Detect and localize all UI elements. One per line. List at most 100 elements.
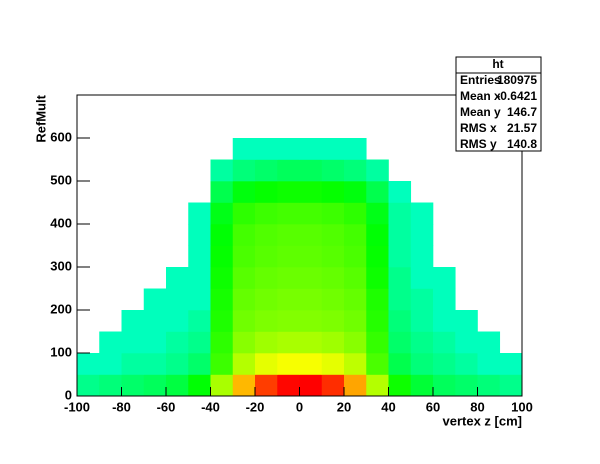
heatmap-cell [455, 374, 478, 397]
heatmap-cell [255, 138, 278, 160]
heatmap-cell [388, 224, 412, 246]
heatmap-cell [455, 331, 478, 354]
heatmap-cell [477, 331, 501, 354]
y-tick-label: 0 [65, 387, 72, 402]
heatmap-cell [277, 310, 300, 332]
x-tick-label: -20 [246, 399, 265, 414]
heatmap-cell [299, 181, 323, 203]
heatmap-cell [388, 181, 412, 203]
x-axis-title: vertex z [cm] [443, 413, 522, 428]
heatmap-cell [388, 310, 412, 332]
heatmap-cell [366, 267, 389, 289]
heatmap-cell [321, 202, 345, 225]
heatmap-cell [477, 353, 501, 375]
heatmap-cell [366, 159, 389, 182]
heatmap-cell [232, 331, 256, 354]
heatmap-cell [344, 202, 367, 225]
heatmap-cell [188, 374, 211, 397]
heatmap-cell [277, 138, 300, 160]
heatmap-cells [77, 138, 523, 397]
heatmap-cell [277, 374, 300, 397]
x-tick-label: 80 [470, 399, 484, 414]
heatmap-cell [344, 310, 367, 332]
heatmap-cell [321, 353, 345, 375]
heatmap-cell [388, 374, 412, 397]
stats-value: 146.7 [507, 105, 537, 119]
heatmap-cell [210, 181, 234, 203]
heatmap-cell [143, 288, 167, 311]
heatmap-cell [232, 310, 256, 332]
y-tick-label: 200 [50, 301, 72, 316]
stats-value: 140.8 [507, 137, 537, 151]
heatmap-cell [143, 374, 167, 397]
x-tick-label: -100 [64, 399, 90, 414]
heatmap-cell [210, 331, 234, 354]
heatmap-cell [277, 331, 300, 354]
heatmap-cell [366, 202, 389, 225]
heatmap-cell [321, 138, 345, 160]
heatmap-cell [499, 353, 523, 375]
heatmap-cell [455, 353, 478, 375]
heatmap-cell [277, 202, 300, 225]
x-tick-label: 0 [296, 399, 303, 414]
y-tick-label: 300 [50, 258, 72, 273]
stats-value: -0.6421 [496, 89, 537, 103]
heatmap-cell [321, 245, 345, 268]
heatmap-cell [299, 245, 323, 268]
x-tick-label: -60 [157, 399, 176, 414]
heatmap-cell [255, 159, 278, 182]
heatmap-cell [410, 331, 434, 354]
stats-box: ht [455, 56, 542, 152]
x-tick-label: 60 [426, 399, 440, 414]
heatmap-cell [166, 267, 189, 289]
heatmap-cell [210, 288, 234, 311]
heatmap-cell [255, 331, 278, 354]
heatmap-cell [477, 374, 501, 397]
heatmap-cell [277, 181, 300, 203]
heatmap-cell [299, 331, 323, 354]
heatmap-cell [188, 202, 211, 225]
heatmap-cell [210, 267, 234, 289]
heatmap-cell [366, 288, 389, 311]
heatmap-cell [99, 331, 122, 354]
heatmap-cell [299, 138, 323, 160]
heatmap-cell [232, 267, 256, 289]
heatmap-cell [210, 224, 234, 246]
heatmap-cell [388, 267, 412, 289]
heatmap-cell [499, 374, 523, 397]
heatmap-cell [455, 310, 478, 332]
heatmap-cell [410, 310, 434, 332]
heatmap-cell [410, 374, 434, 397]
heatmap-cell [344, 353, 367, 375]
heatmap-cell [433, 331, 456, 354]
stats-label: RMS y [460, 137, 497, 151]
heatmap-cell [299, 224, 323, 246]
heatmap-cell [344, 288, 367, 311]
heatmap-cell [255, 181, 278, 203]
heatmap-cell [255, 374, 278, 397]
heatmap-cell [321, 181, 345, 203]
stats-value: 180975 [497, 73, 537, 87]
heatmap-cell [188, 331, 211, 354]
heatmap-cell [299, 159, 323, 182]
heatmap-cell [188, 353, 211, 375]
stats-label: Entries [460, 73, 501, 87]
heatmap-cell [255, 202, 278, 225]
heatmap-cell [232, 245, 256, 268]
heatmap-cell [321, 374, 345, 397]
heatmap-cell [255, 245, 278, 268]
heatmap-cell [188, 310, 211, 332]
heatmap-cell [210, 310, 234, 332]
heatmap-cell [344, 374, 367, 397]
heatmap-cell [344, 267, 367, 289]
heatmap-cell [388, 353, 412, 375]
heatmap-cell [410, 202, 434, 225]
stats-label: Mean y [460, 105, 501, 119]
heatmap-cell [255, 267, 278, 289]
heatmap-cell [299, 353, 323, 375]
heatmap-cell [410, 245, 434, 268]
heatmap-cell [277, 353, 300, 375]
heatmap-cell [410, 267, 434, 289]
heatmap-cell [366, 245, 389, 268]
heatmap-cell [344, 181, 367, 203]
